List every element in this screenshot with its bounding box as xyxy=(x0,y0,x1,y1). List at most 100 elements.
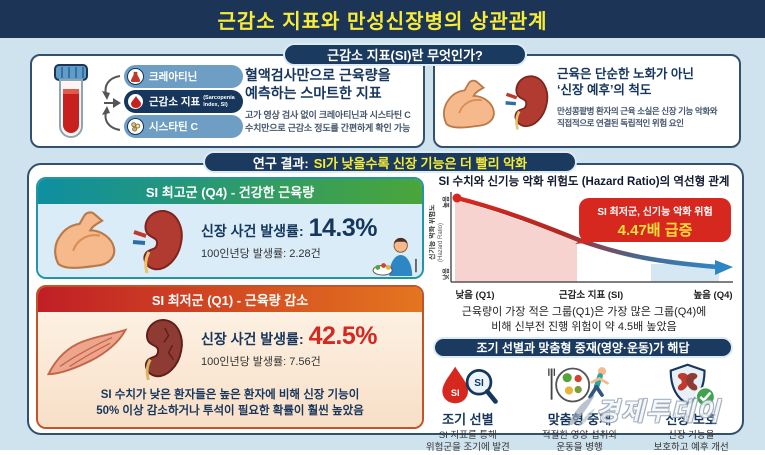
muscle-kidney-text: 근육은 단순한 노화가 아닌 ‘신장 예후’의 척도 만성콩팥병 환자의 근육 … xyxy=(557,66,739,129)
blood-drop-icon xyxy=(127,93,144,110)
q4-stat-sub: 100인년당 발생률: 2.28건 xyxy=(201,248,321,260)
solution-title: 조기 선별 xyxy=(442,412,494,427)
callout-line2: 4.47배 급증 xyxy=(618,222,693,239)
section2-header-pill: 연구 결과: SI가 낮을수록 신장 기능은 더 빨리 악화 xyxy=(203,151,577,173)
marker-list: 크레아티닌 근감소 지표 (Sarcopenia Index, SI) xyxy=(124,65,243,140)
q1-note-line2: 50% 이상 감소하거나 투석이 필요한 확률이 훨씬 높았음 xyxy=(96,404,364,417)
q1-header: SI 최저군 (Q1) - 근육량 감소 xyxy=(38,287,422,312)
q1-note-line1: SI 수치가 낮은 환자들은 높은 환자에 비해 신장 기능이 xyxy=(100,389,360,401)
q1-stat-label: 신장 사건 발생률: xyxy=(201,331,304,347)
x-tick-q4: 높음 (Q4) xyxy=(693,290,732,301)
q1-header-label: SI 최저군 (Q1) - 근육량 감소 xyxy=(151,293,309,308)
hazard-ratio-chart: 신기능 악화 위험도 (Hazard Ratio) 높음 낮음 SI 최저군, … xyxy=(429,192,733,301)
si-definition-box: 크레아티닌 근감소 지표 (Sarcopenia Index, SI) xyxy=(30,54,425,148)
section1-header-label: 근감소 지표(SI)란 무엇인가? xyxy=(327,48,483,63)
solution-desc-line2: 운동을 병행 xyxy=(556,442,603,454)
q4-box: SI 최고군 (Q4) - 건강한 근육량 신장 사건 발생률: 14.3% xyxy=(36,177,424,279)
solution-kidney-protection: 신장 보호 신장 기능을 보호하고 예후 개선 xyxy=(635,363,747,455)
svg-text:SI: SI xyxy=(451,388,460,398)
nutrition-exercise-icon xyxy=(524,363,636,407)
muscle-kidney-body-1: 만성콩팥병 환자의 근육 소실은 신장 기능 악화와 xyxy=(557,105,718,116)
atrophied-muscle-icon xyxy=(46,328,128,376)
hazard-curve xyxy=(454,195,720,270)
solution-desc-line2: 보호하고 예후 개선 xyxy=(653,442,729,454)
marker-label: 시스타틴 C xyxy=(149,121,199,133)
solution-header-label: 조기 선별과 맞춤형 중재(영양·운동)가 해답 xyxy=(476,341,690,355)
si-definition-text: 혈액검사만으로 근육량을 예측하는 스마트한 지표 고가 영상 검사 없이 크레… xyxy=(245,66,450,134)
q1-stat-sub: 100인년당 발생률: 7.56건 xyxy=(201,356,321,368)
muscle-kidney-headline-2: ‘신장 예후’의 척도 xyxy=(557,83,652,98)
kidney-icon xyxy=(132,209,183,274)
solution-title: 신장 보호 xyxy=(665,412,717,427)
solution-desc-line1: 신장 기능을 xyxy=(668,430,715,441)
solution-header-pill: 조기 선별과 맞춤형 중재(영양·운동)가 해답 xyxy=(433,337,733,358)
research-results-box: SI 최고군 (Q4) - 건강한 근육량 신장 사건 발생률: 14.3% xyxy=(27,163,744,453)
solution-title: 맞춤형 중재 xyxy=(547,412,612,427)
solution-early-screening: SI SI 조기 선별 SI 지표를 통해 위험군을 조기에 발견 xyxy=(412,363,524,455)
si-definition-headline-2: 예측하는 스마트한 지표 xyxy=(245,85,382,102)
high-risk-area xyxy=(455,200,577,282)
marker-cystatin-c: 시스타틴 C xyxy=(124,115,243,138)
kidney-icon xyxy=(505,75,549,130)
blood-tube-icon xyxy=(54,64,88,138)
curve-start-point xyxy=(452,193,462,203)
solution-desc: SI 지표를 통해 위험군을 조기에 발견 xyxy=(412,430,524,455)
healthy-eating-person-icon xyxy=(372,237,417,276)
y-axis-label-main: 신기능 악화 위험도 xyxy=(429,204,436,260)
solution-desc-line2: 위험군을 조기에 발견 xyxy=(425,442,510,454)
q4-header-label: SI 최고군 (Q4) - 건강한 근육량 xyxy=(145,185,315,200)
section2-header-highlight: SI가 낮을수록 신장 기능은 더 빨리 악화 xyxy=(313,155,528,171)
q4-header: SI 최고군 (Q4) - 건강한 근육량 xyxy=(38,179,422,204)
damaged-kidney-icon xyxy=(144,319,183,381)
chart-note-line2: 비해 신부전 진행 위험이 약 4.5배 높았음 xyxy=(491,321,677,334)
chart-note: 근육량이 가장 적은 그룹(Q1)은 가장 많은 그룹(Q4)에 비해 신부전 … xyxy=(429,305,739,336)
muscle-kidney-box: 근육은 단순한 노화가 아닌 ‘신장 예후’의 척도 만성콩팥병 환자의 근육 … xyxy=(433,54,741,148)
section1-header-pill: 근감소 지표(SI)란 무엇인가? xyxy=(283,43,527,66)
flask-icon xyxy=(127,68,144,85)
bicep-icon xyxy=(443,79,495,129)
y-axis-high-label: 높음 xyxy=(441,196,450,208)
callout-box xyxy=(579,198,731,242)
svg-text:SI: SI xyxy=(474,378,484,389)
q1-stat-value: 42.5% xyxy=(308,322,378,350)
q1-body: 신장 사건 발생률: 42.5% 100인년당 발생률: 7.56건 SI 수치… xyxy=(38,312,422,427)
chart-note-line1: 근육량이 가장 적은 그룹(Q1)은 가장 많은 그룹(Q4)에 xyxy=(461,306,707,318)
muscle-kidney-body-2: 직접적으로 연결된 독립적인 위험 요인 xyxy=(557,117,684,128)
solution-desc: 신장 기능을 보호하고 예후 개선 xyxy=(635,430,747,455)
marker-creatinine: 크레아티닌 xyxy=(124,65,243,88)
q4-body: 신장 사건 발생률: 14.3% 100인년당 발생률: 2.28건 xyxy=(38,204,422,277)
watermark: 경제투데이 xyxy=(566,392,721,428)
solutions-row: SI SI 조기 선별 SI 지표를 통해 위험군을 조기에 발견 xyxy=(412,363,747,455)
marker-sublabel-line2: Index, SI) xyxy=(203,101,228,108)
y-axis-low-label: 낮음 xyxy=(441,268,450,280)
watermark-logo-icon xyxy=(568,395,595,426)
x-axis-label: 근감소 지표 (SI) xyxy=(559,289,623,301)
solution-desc-line1: SI 지표를 통해 xyxy=(438,430,497,441)
marker-sarcopenia-index: 근감소 지표 (Sarcopenia Index, SI) xyxy=(124,90,243,113)
callout-line1: SI 최저군, 신기능 악화 위험 xyxy=(597,205,712,218)
watermark-text: 경제투데이 xyxy=(596,398,722,426)
solution-desc-line1: 적절한 영양 섭취와 xyxy=(541,430,618,441)
solution-desc: 적절한 영양 섭취와 운동을 병행 xyxy=(524,430,636,455)
molecule-icon xyxy=(127,118,144,135)
bicep-icon xyxy=(54,211,116,269)
page-title: 근감소 지표와 만성신장병의 상관관계 xyxy=(217,10,548,33)
marker-label: 크레아티닌 xyxy=(149,71,198,83)
q4-stat-value: 14.3% xyxy=(308,214,378,242)
muscle-kidney-headline-1: 근육은 단순한 노화가 아닌 xyxy=(557,67,694,81)
q1-stats: 신장 사건 발생률: 42.5% 100인년당 발생률: 7.56건 xyxy=(201,322,422,369)
q4-stats: 신장 사건 발생률: 14.3% 100인년당 발생률: 2.28건 xyxy=(201,214,422,261)
q1-note: SI 수치가 낮은 환자들은 높은 환자에 비해 신장 기능이 50% 이상 감… xyxy=(38,388,422,419)
si-definition-body-2: 수치만으로 근감소 정도를 간편하게 확인 가능 xyxy=(245,123,411,134)
x-tick-q1: 낮음 (Q1) xyxy=(455,289,494,301)
tube-arrows-icon xyxy=(102,75,121,131)
y-axis-label-sub: (Hazard Ratio) xyxy=(438,223,444,262)
curve-arrowhead-icon xyxy=(715,260,733,275)
low-risk-area xyxy=(651,264,719,282)
kidney-shield-icon xyxy=(635,363,747,407)
chart-title: SI 수치와 신기능 악화 위험도 (Hazard Ratio)의 역선형 관계 xyxy=(438,176,730,188)
marker-label: 근감소 지표 xyxy=(149,96,201,108)
marker-sublabel-line1: (Sarcopenia xyxy=(203,95,235,102)
si-definition-body-1: 고가 영상 검사 없이 크레아티닌과 시스타틴 C xyxy=(245,110,411,121)
